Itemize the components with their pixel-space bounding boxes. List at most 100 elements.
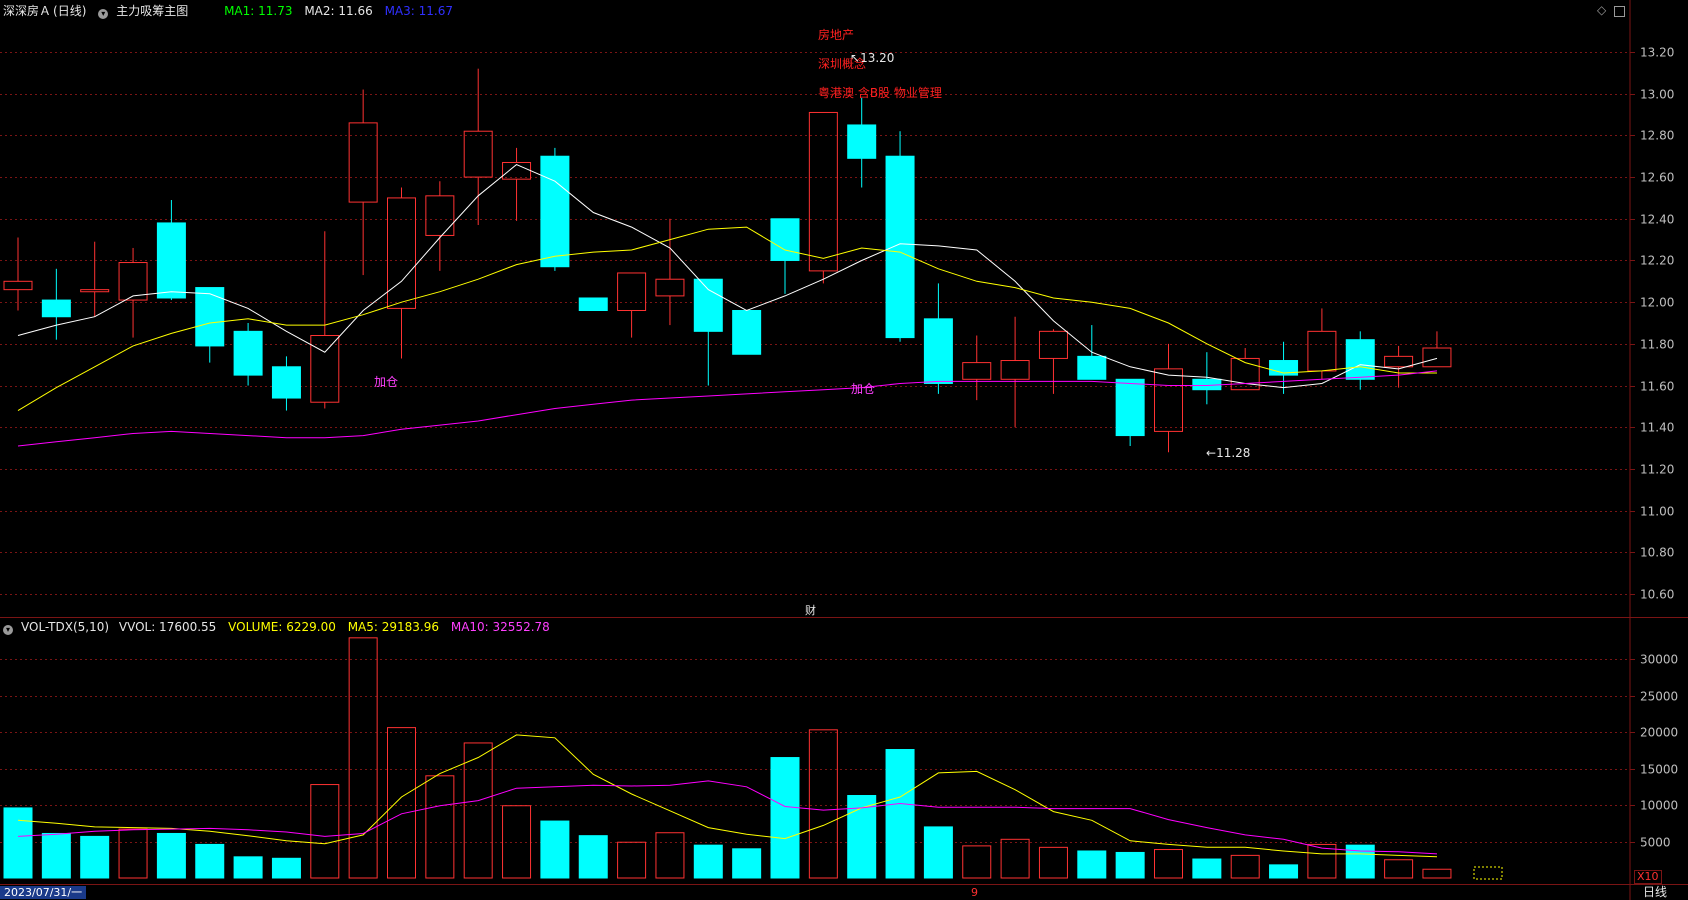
indicator-name[interactable]: 主力吸筹主图 [116,4,189,18]
candle [1077,325,1107,380]
candle-body [1307,330,1337,372]
volume-bar [655,832,685,879]
candle [732,309,762,355]
month-marker: 9 [971,886,978,899]
candle [1038,329,1068,394]
price-tick-label: 11.60 [1640,380,1674,394]
volume-tick-label: 20000 [1640,726,1678,740]
candle [962,335,992,401]
volume-bar [578,835,608,879]
volume-bar [808,729,838,879]
x10-label: X10 [1634,870,1662,884]
volume-tick-label: 10000 [1640,799,1678,813]
signal-label: 加仓 [374,375,399,389]
volume-bar [1422,868,1452,879]
volume-bar [1000,838,1030,879]
price-tick-label: 11.20 [1640,463,1674,477]
window-icon[interactable] [1614,6,1625,17]
high-price-marker: ↖13.20 [850,51,895,65]
candle-body [1077,355,1107,380]
candle-body [655,278,685,297]
candle-body [923,318,953,384]
candle [923,283,953,394]
candle [425,181,455,271]
settings-icon[interactable]: ▾ [3,625,13,635]
volume-bar [1115,851,1145,879]
volume-value: VOLUME: 6229.00 [228,620,336,634]
price-tick-label: 12.80 [1640,129,1674,143]
volume-grid [0,659,1635,843]
volume-bar [770,757,800,879]
candle-body [847,124,877,159]
candle-body [732,309,762,355]
candle [1422,331,1452,368]
volume-bar [80,835,110,879]
candle [578,297,608,311]
price-tick-label: 12.60 [1640,171,1674,185]
volume-bars[interactable] [3,637,1452,879]
candle [1000,316,1030,428]
candle-body [271,366,301,399]
candle-body [1230,357,1260,391]
candle-body [233,330,263,376]
price-tick-label: 11.00 [1640,505,1674,519]
sector-label: 深圳概念 [818,57,867,71]
volume-bar [1230,854,1260,879]
candle-body [617,272,647,311]
candle-body [885,155,915,339]
volume-bar [1384,859,1414,879]
high-price-label: 13.20 [860,51,895,65]
candle [655,218,685,326]
volume-bar [1192,858,1222,879]
start-date-label: 2023/07/31/一 [0,886,87,899]
sector-label: 粤港澳 含B股 物业管理 [818,86,942,100]
vol-indicator-name[interactable]: VOL-TDX(5,10) [21,620,110,634]
diamond-icon[interactable]: ◇ [1597,3,1607,17]
candle [847,97,877,188]
volume-bar [1154,849,1183,879]
candle [1154,343,1183,453]
candle-body [808,111,838,272]
price-axis-labels: 10.60 10.80 11.00 11.20 11.40 11.60 11.80 12.00… [1640,46,1674,602]
candle [885,131,915,342]
volume-ma-lines [17,734,1438,858]
candle [118,247,148,338]
candle-body [1154,368,1183,432]
finance-marker[interactable]: 财 [805,604,816,617]
price-tick-label: 13.20 [1640,46,1674,60]
price-tick-label: 12.20 [1640,254,1674,268]
settings-icon[interactable]: ▾ [98,9,109,19]
volume-bar [693,844,723,879]
volume-bar [41,832,71,879]
volume-tick-label: 30000 [1640,653,1678,667]
volume-bar [310,784,340,879]
vol-ma10-value: MA10: 32552.78 [450,620,550,634]
candle-body [1038,330,1068,359]
volume-axis-labels: 5000 10000 15000 20000 25000 30000 [1640,653,1678,850]
candle [271,356,301,411]
candle-body [156,222,186,299]
ma-lines [17,164,1438,447]
candle-body [1115,378,1145,437]
low-price-marker: ←11.28 [1206,446,1251,460]
candle [233,323,263,386]
candle-body [1000,360,1030,380]
volume-bar [387,727,416,879]
volume-bar [1269,864,1299,879]
volume-bar [271,857,301,879]
candlestick-series[interactable] [3,68,1452,453]
candle-body [41,299,71,318]
ma1-line [17,164,1438,389]
period-button[interactable]: 日线 [1643,885,1668,899]
volume-tick-label: 15000 [1640,763,1678,777]
candle [41,268,71,340]
candle-body [310,335,340,403]
volume-bar [540,820,570,879]
candle-body [540,155,570,268]
volume-bar [1077,850,1107,879]
volume-bar [425,775,455,879]
candle [463,68,493,226]
price-grid [0,52,1635,595]
stock-name[interactable]: 深深房Ａ [3,4,52,18]
